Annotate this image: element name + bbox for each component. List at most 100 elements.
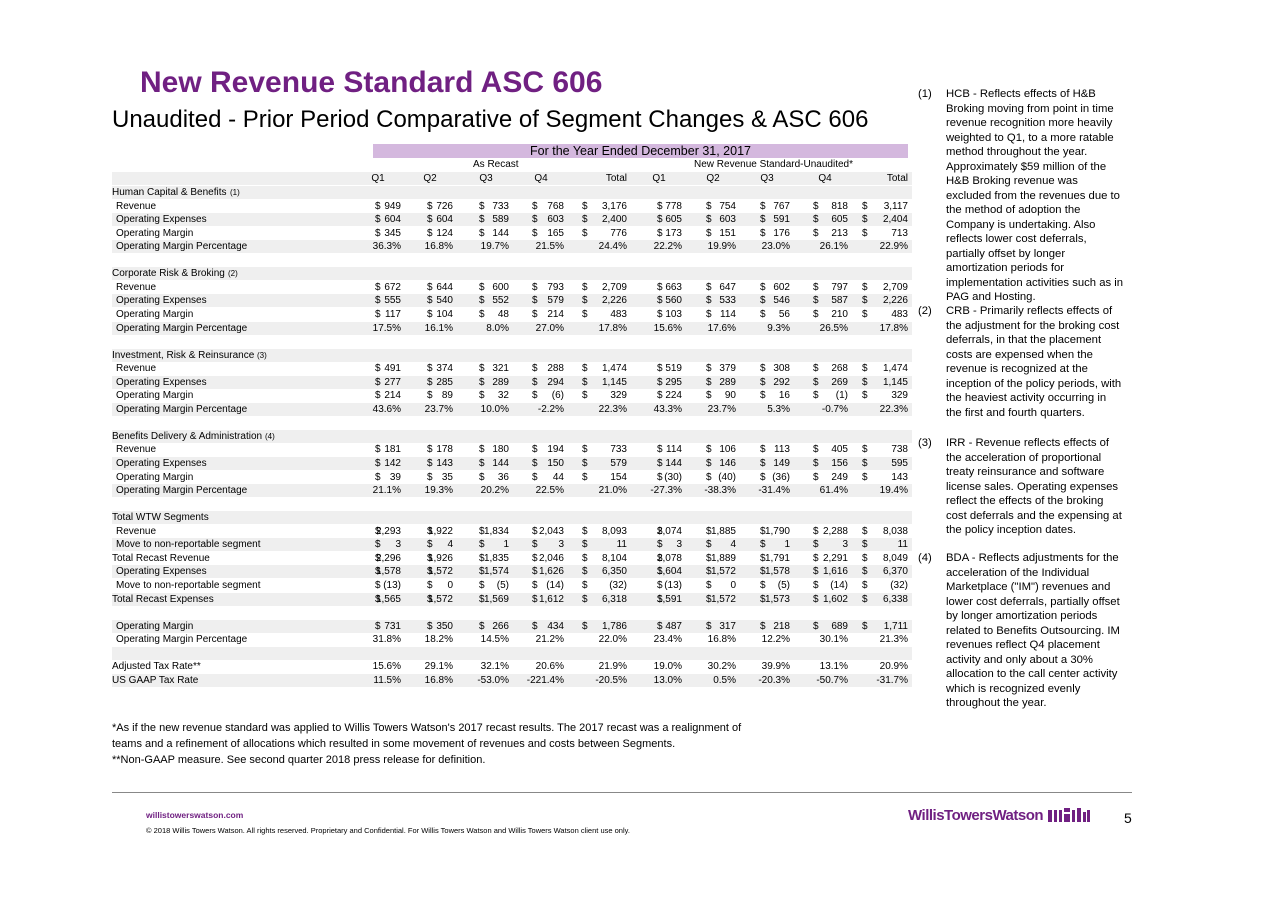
table-cell: 1,572 — [710, 566, 736, 578]
dollar-sign: $ — [582, 579, 588, 591]
dollar-sign: $ — [657, 308, 663, 320]
dollar-sign: $ — [375, 281, 381, 293]
dollar-sign: $ — [375, 458, 381, 469]
spacer-row — [112, 416, 912, 430]
table-cell: (5) — [496, 579, 509, 591]
dollar-sign: $ — [375, 227, 381, 239]
table-row: Operating Expenses $277 $285 $289 $294 $1,145… — [112, 375, 912, 389]
table-cell: 672 — [384, 281, 401, 293]
table-cell: 21.2% — [535, 634, 564, 646]
dollar-sign: $ — [375, 471, 381, 483]
table-cell: 776 — [610, 227, 627, 239]
column-header: Q2 — [706, 173, 720, 184]
table-cell: (30) — [664, 471, 682, 483]
dollar-sign: $ — [375, 308, 381, 320]
table-cell: 103 — [665, 308, 682, 320]
table-cell: 13.0% — [653, 674, 682, 686]
row-label: Corporate Risk & Broking — [112, 268, 225, 280]
section-header-row: Investment, Risk & Reinsurance (3) — [112, 348, 912, 362]
table-cell: 56 — [778, 308, 790, 320]
table-row: Adjusted Tax Rate** 15.6% 29.1% 32.1% 20.6% 2… — [112, 660, 912, 674]
table-cell: 321 — [492, 363, 509, 375]
row-label: Operating Margin — [116, 620, 194, 632]
dollar-sign: $ — [427, 200, 433, 212]
table-cell: 1,612 — [538, 593, 564, 605]
table-cell: 180 — [492, 444, 509, 456]
table-cell: (6) — [551, 390, 564, 402]
table-cell: 20.6% — [535, 661, 564, 673]
table-cell: 24.4% — [598, 241, 627, 253]
table-cell: 2,078 — [656, 552, 682, 564]
table-cell: 591 — [773, 214, 790, 226]
dollar-sign: $ — [479, 471, 485, 483]
column-header: Q3 — [760, 173, 774, 184]
dollar-sign: $ — [657, 227, 663, 239]
table-row: Operating Margin Percentage 43.6% 23.7% 10.… — [112, 402, 912, 416]
table-row: US GAAP Tax Rate 11.5% 16.8% -53.0% -221.4% -… — [112, 673, 912, 687]
table-cell: 16.8% — [424, 674, 453, 686]
table-cell: 308 — [773, 363, 790, 375]
table-cell: 6,350 — [601, 566, 627, 578]
table-cell: 3 — [395, 539, 401, 551]
table-cell: 249 — [831, 471, 848, 483]
table-cell: 21.9% — [598, 661, 627, 673]
table-cell: 19.3% — [424, 485, 453, 497]
dollar-sign: $ — [582, 390, 588, 402]
side-note-text: BDA - Reflects adjustments for the accel… — [946, 552, 1120, 709]
table-cell: 43.6% — [372, 403, 401, 415]
dollar-sign: $ — [479, 539, 485, 551]
table-cell: 1,790 — [764, 525, 790, 537]
table-cell: 8,049 — [882, 552, 908, 564]
table-cell: 818 — [831, 200, 848, 212]
dollar-sign: $ — [582, 281, 588, 293]
table-cell: 29.1% — [424, 661, 453, 673]
dollar-sign: $ — [760, 471, 766, 483]
dollar-sign: $ — [532, 579, 538, 591]
row-label: Total Recast Revenue — [112, 552, 210, 564]
table-cell: (13) — [383, 579, 401, 591]
dollar-sign: $ — [862, 593, 868, 605]
table-row: Operating Margin Percentage 21.1% 19.3% 20.… — [112, 484, 912, 498]
dollar-sign: $ — [479, 281, 485, 293]
table-cell: 14.5% — [480, 634, 509, 646]
table-cell: 173 — [665, 227, 682, 239]
table-cell: 16.8% — [424, 241, 453, 253]
table-cell: 277 — [384, 376, 401, 388]
dollar-sign: $ — [427, 566, 433, 578]
table-cell: 150 — [547, 458, 564, 469]
dollar-sign: $ — [532, 363, 538, 375]
row-label: Operating Margin — [116, 308, 194, 320]
dollar-sign: $ — [706, 525, 712, 537]
table-cell: 22.2% — [653, 241, 682, 253]
dollar-sign: $ — [657, 620, 663, 632]
table-cell: 269 — [831, 376, 848, 388]
footer-site-link[interactable]: willistowerswatson.com — [146, 810, 244, 820]
table-cell: 26.5% — [819, 322, 848, 334]
dollar-sign: $ — [427, 471, 433, 483]
dollar-sign: $ — [706, 200, 712, 212]
dollar-sign: $ — [706, 593, 712, 605]
table-cell: 10.0% — [480, 403, 509, 415]
dollar-sign: $ — [479, 458, 485, 469]
table-cell: 374 — [436, 363, 453, 375]
table-cell: 1,616 — [822, 566, 848, 578]
table-cell: 3,176 — [601, 200, 627, 212]
table-cell: 2,400 — [601, 214, 627, 226]
table-cell: 90 — [724, 390, 736, 402]
dollar-sign: $ — [479, 620, 485, 632]
dollar-sign: $ — [582, 593, 588, 605]
row-label: Total Recast Expenses — [112, 593, 214, 605]
dollar-sign: $ — [760, 539, 766, 551]
table-cell: 1,145 — [882, 376, 908, 388]
table-cell: (32) — [609, 579, 627, 591]
table-cell: 1,573 — [764, 593, 790, 605]
dollar-sign: $ — [427, 214, 433, 226]
spacer-row — [112, 646, 912, 660]
table-cell: -31.4% — [758, 485, 790, 497]
dollar-sign: $ — [427, 281, 433, 293]
dollar-sign: $ — [862, 227, 868, 239]
table-cell: 2,226 — [601, 295, 627, 307]
row-label: Operating Expenses — [116, 376, 207, 388]
dollar-sign: $ — [532, 376, 538, 388]
row-label: Adjusted Tax Rate** — [112, 661, 201, 673]
